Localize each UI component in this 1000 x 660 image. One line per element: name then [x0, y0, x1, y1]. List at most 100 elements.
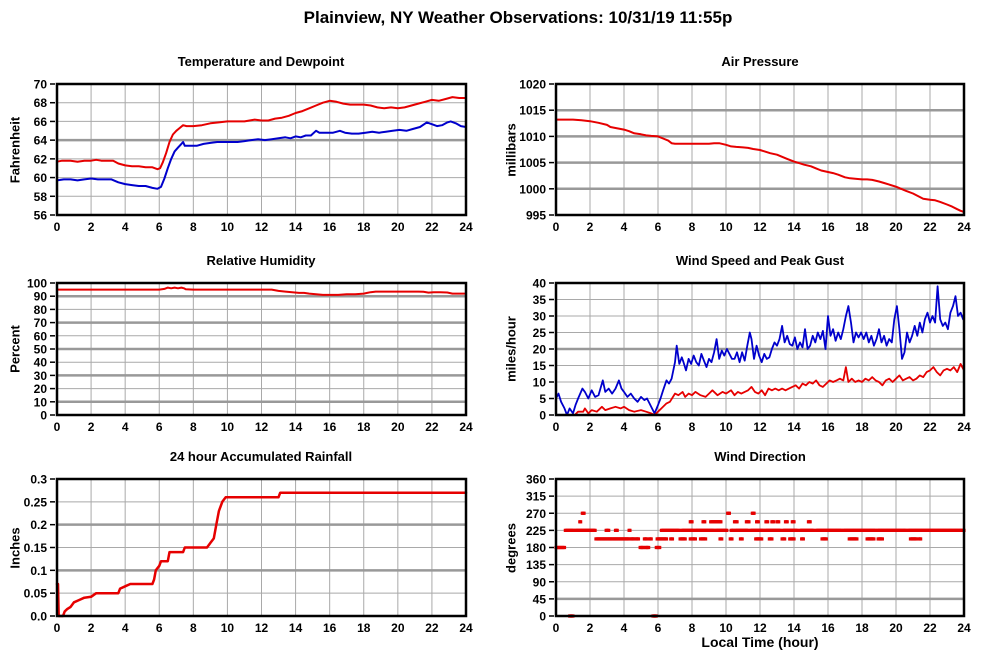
- svg-text:10: 10: [221, 621, 235, 635]
- svg-text:180: 180: [526, 541, 546, 555]
- svg-text:2: 2: [587, 621, 594, 635]
- svg-text:10: 10: [221, 220, 235, 234]
- svg-text:0: 0: [40, 409, 47, 423]
- svg-text:6: 6: [655, 420, 662, 434]
- svg-text:18: 18: [855, 621, 869, 635]
- svg-text:22: 22: [425, 420, 439, 434]
- svg-text:24: 24: [957, 420, 971, 434]
- svg-text:0: 0: [539, 610, 546, 624]
- svg-text:22: 22: [923, 621, 937, 635]
- svg-text:6: 6: [156, 621, 163, 635]
- svg-text:4: 4: [122, 220, 129, 234]
- svg-text:16: 16: [821, 220, 835, 234]
- svg-text:16: 16: [323, 621, 337, 635]
- svg-text:12: 12: [753, 420, 767, 434]
- svg-text:8: 8: [689, 621, 696, 635]
- chart-title-wind-speed: Wind Speed and Peak Gust: [675, 253, 845, 268]
- chart-title-wind-direction: Wind Direction: [714, 449, 806, 464]
- svg-text:12: 12: [255, 420, 269, 434]
- svg-text:20: 20: [391, 621, 405, 635]
- svg-text:12: 12: [753, 220, 767, 234]
- svg-text:40: 40: [533, 277, 547, 291]
- svg-text:0.25: 0.25: [24, 495, 48, 509]
- svg-text:6: 6: [655, 220, 662, 234]
- svg-text:22: 22: [425, 621, 439, 635]
- svg-text:14: 14: [289, 420, 303, 434]
- svg-text:995: 995: [526, 209, 546, 223]
- svg-text:58: 58: [34, 190, 48, 204]
- svg-text:1020: 1020: [519, 78, 546, 92]
- svg-text:20: 20: [34, 382, 48, 396]
- svg-text:2: 2: [587, 420, 594, 434]
- svg-text:4: 4: [122, 621, 129, 635]
- svg-text:1010: 1010: [519, 130, 546, 144]
- svg-text:0.05: 0.05: [24, 587, 48, 601]
- svg-text:8: 8: [190, 420, 197, 434]
- svg-text:62: 62: [34, 152, 48, 166]
- page-title: Plainview, NY Weather Observations: 10/3…: [303, 8, 733, 27]
- svg-text:360: 360: [526, 473, 546, 487]
- svg-text:1005: 1005: [519, 156, 546, 170]
- svg-text:4: 4: [621, 621, 628, 635]
- svg-text:70: 70: [34, 78, 48, 92]
- svg-text:6: 6: [156, 220, 163, 234]
- svg-text:0.3: 0.3: [30, 473, 47, 487]
- svg-text:14: 14: [787, 220, 801, 234]
- svg-text:14: 14: [787, 621, 801, 635]
- svg-text:0.0: 0.0: [30, 610, 47, 624]
- svg-text:66: 66: [34, 115, 48, 129]
- svg-text:6: 6: [655, 621, 662, 635]
- svg-text:0: 0: [54, 420, 61, 434]
- svg-text:60: 60: [34, 171, 48, 185]
- svg-text:20: 20: [391, 220, 405, 234]
- svg-text:8: 8: [689, 420, 696, 434]
- svg-text:315: 315: [526, 490, 546, 504]
- svg-text:80: 80: [34, 303, 48, 317]
- svg-text:10: 10: [719, 621, 733, 635]
- svg-text:35: 35: [533, 293, 547, 307]
- svg-text:50: 50: [34, 343, 48, 357]
- svg-text:90: 90: [533, 575, 547, 589]
- chart-title-humidity: Relative Humidity: [206, 253, 316, 268]
- svg-text:100: 100: [27, 277, 47, 291]
- svg-text:16: 16: [821, 621, 835, 635]
- svg-text:22: 22: [923, 420, 937, 434]
- svg-text:10: 10: [719, 420, 733, 434]
- svg-text:135: 135: [526, 558, 546, 572]
- svg-text:68: 68: [34, 96, 48, 110]
- svg-text:20: 20: [889, 621, 903, 635]
- svg-text:16: 16: [323, 220, 337, 234]
- svg-text:10: 10: [719, 220, 733, 234]
- svg-text:56: 56: [34, 209, 48, 223]
- svg-text:1015: 1015: [519, 104, 546, 118]
- svg-text:12: 12: [753, 621, 767, 635]
- svg-text:5: 5: [539, 392, 546, 406]
- svg-text:45: 45: [533, 592, 547, 606]
- svg-text:24: 24: [459, 621, 473, 635]
- svg-text:0: 0: [553, 220, 560, 234]
- svg-text:16: 16: [821, 420, 835, 434]
- chart-title-rainfall: 24 hour Accumulated Rainfall: [169, 449, 353, 464]
- svg-text:8: 8: [689, 220, 696, 234]
- svg-text:10: 10: [34, 395, 48, 409]
- svg-text:60: 60: [34, 329, 48, 343]
- svg-text:8: 8: [190, 220, 197, 234]
- svg-text:24: 24: [957, 621, 971, 635]
- svg-text:20: 20: [889, 220, 903, 234]
- svg-text:0.2: 0.2: [30, 518, 47, 532]
- svg-text:6: 6: [156, 420, 163, 434]
- chart-title-temperature: Temperature and Dewpoint: [177, 54, 345, 69]
- svg-text:8: 8: [190, 621, 197, 635]
- svg-text:14: 14: [289, 220, 303, 234]
- svg-text:2: 2: [587, 220, 594, 234]
- svg-text:22: 22: [425, 220, 439, 234]
- chart-rainfall: 0.00.050.10.150.20.250.30 2 4 6 8 10 12 14 16 18 2…: [24, 473, 473, 636]
- svg-text:225: 225: [526, 524, 546, 538]
- svg-text:22: 22: [923, 220, 937, 234]
- svg-text:1000: 1000: [519, 182, 546, 196]
